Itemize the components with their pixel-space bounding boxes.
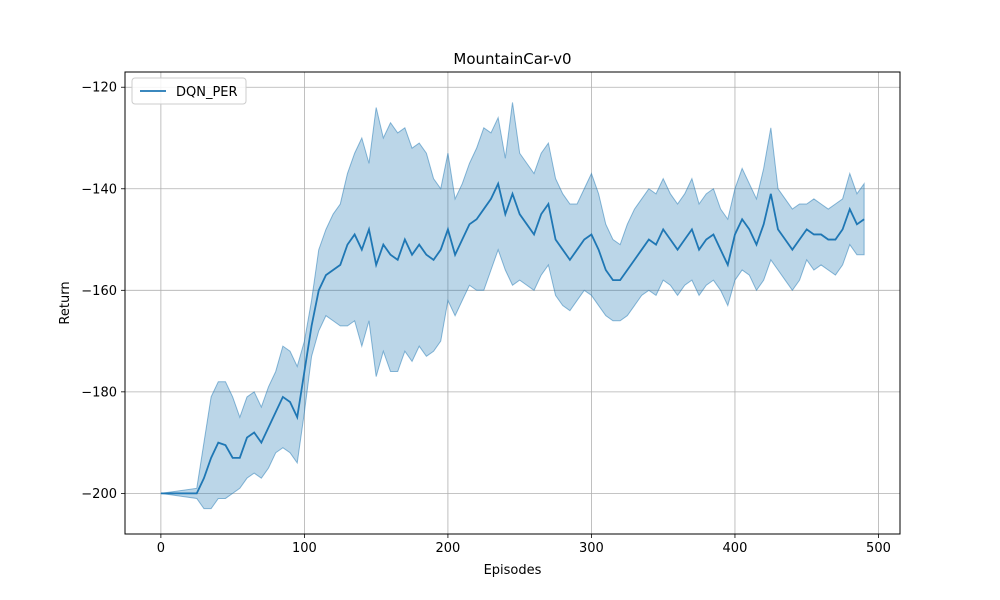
plot-area bbox=[125, 72, 900, 534]
x-tick-label: 300 bbox=[579, 541, 604, 556]
tick-marks bbox=[121, 86, 879, 538]
x-axis-label: Episodes bbox=[484, 563, 542, 578]
chart-title: MountainCar-v0 bbox=[453, 50, 571, 68]
y-tick-label: −120 bbox=[81, 81, 117, 96]
y-tick-label: −200 bbox=[81, 487, 117, 502]
plot-frame bbox=[124, 71, 901, 535]
y-tick-label: −180 bbox=[81, 385, 117, 400]
y-tick-label: −160 bbox=[81, 284, 117, 299]
x-tick-label: 500 bbox=[866, 541, 891, 556]
x-tick-label: 0 bbox=[157, 541, 165, 556]
x-tick-label: 100 bbox=[292, 541, 317, 556]
y-tick-label: −140 bbox=[81, 182, 117, 197]
legend-box bbox=[131, 77, 247, 105]
legend-label-dqn-per: DQN_PER bbox=[176, 85, 238, 100]
x-tick-label: 200 bbox=[436, 541, 461, 556]
series-line-dqn-per bbox=[160, 180, 865, 495]
y-axis-label: Return bbox=[58, 281, 73, 324]
legend: DQN_PER bbox=[131, 77, 247, 105]
x-tick-label: 400 bbox=[723, 541, 748, 556]
